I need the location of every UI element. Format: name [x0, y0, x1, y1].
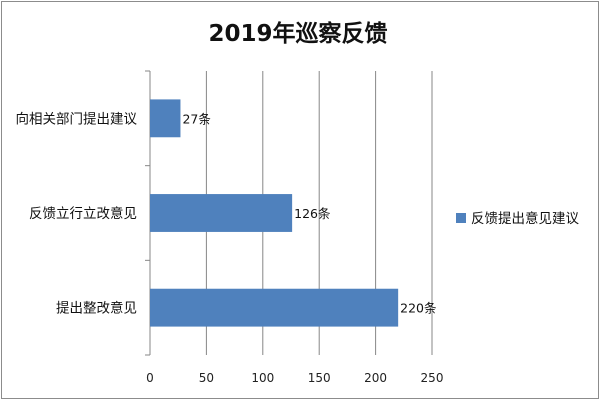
legend-label: 反馈提出意见建议 [471, 210, 579, 227]
legend-swatch [456, 213, 466, 223]
data-label: 126条 [294, 206, 331, 221]
category-label: 提出整改意见 [56, 300, 137, 317]
x-tick-label: 250 [421, 371, 444, 385]
data-label: 220条 [400, 301, 437, 316]
bar [150, 288, 399, 327]
x-tick-label: 100 [251, 371, 274, 385]
x-tick-label: 150 [308, 371, 331, 385]
bar [150, 99, 181, 138]
x-tick-label: 0 [146, 371, 154, 385]
category-label: 向相关部门提出建议 [16, 111, 138, 127]
category-label: 反馈立行立改意见 [29, 205, 137, 222]
x-tick-label: 50 [199, 371, 214, 385]
chart-title: 2019年巡察反馈 [208, 21, 388, 47]
bar [150, 194, 293, 232]
x-tick-label: 200 [364, 371, 387, 385]
data-label: 27条 [182, 111, 211, 126]
